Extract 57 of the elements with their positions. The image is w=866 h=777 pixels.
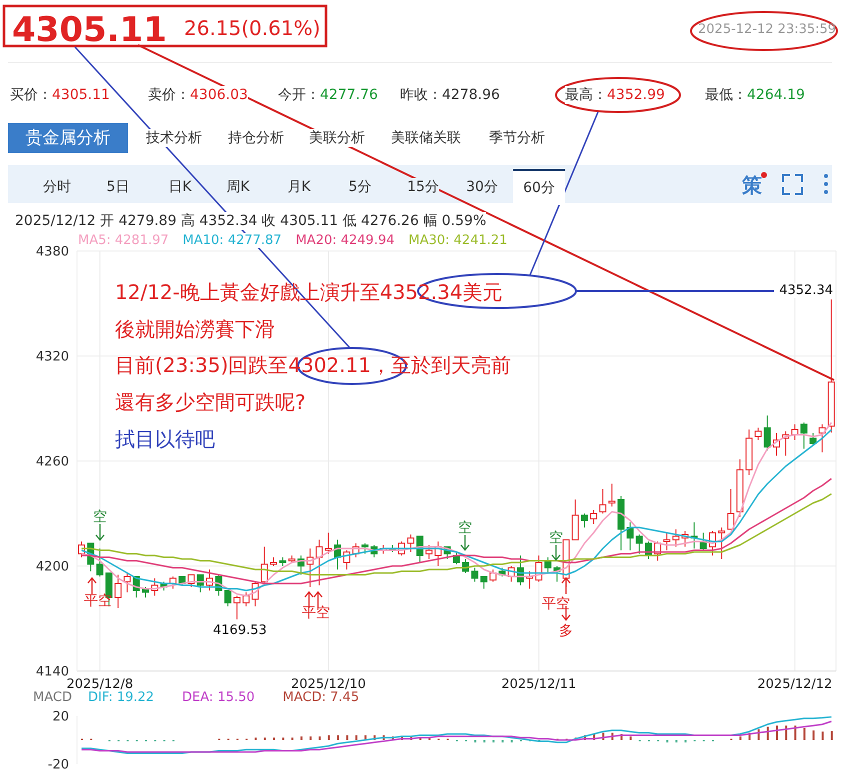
text: 持仓分析 [228,129,284,147]
text: 最低：4264.19 [705,87,805,103]
text: 2025/12/12 开 4279.89 高 4352.34 收 4305.11 低 4276.26 幅 0.59% [15,212,486,230]
x-tick-label: 2025/12/10 [291,677,366,692]
annotation: 後就開始澇賽下滑 [115,316,275,343]
y-tick-label: 4260 [36,454,69,470]
x-tick-label: 2025/12/11 [501,677,576,692]
text: 周K [226,178,250,196]
annotation: 空 [93,508,107,526]
text: 卖价：4306.03 [148,87,248,103]
annotation: 平空 [302,604,330,622]
chart-title: MACD [33,690,72,705]
text: 30分 [466,178,498,196]
text: 2025-12-12 23:35:59 [698,22,836,37]
chart-title: 4305.11 [52,87,110,103]
text: 日K [168,178,192,196]
text: 15分 [407,178,439,196]
text: MA30: 4241.21 [408,233,508,248]
text: DIF: 19.22 [88,690,154,705]
chart-subtitle: 26.15(0.61%) [184,16,320,40]
text: 贵金属分析 [8,123,128,153]
text: 今开：4277.76 [278,87,378,103]
y-tick-label: 4140 [36,664,69,680]
text: 5日 [106,178,130,196]
y-tick-label: 4320 [36,350,69,365]
text: 买价： [10,87,52,103]
text: 月K [287,178,311,196]
y-tick-label: 4380 [36,244,69,260]
text: 分时 [43,178,71,196]
text: MA10: 4277.87 [182,233,282,248]
annotation: 還有多少空間可跌呢? [115,389,306,416]
text: 昨收：4278.96 [400,87,500,103]
y-tick-label: -20 [48,758,69,773]
text: MA20: 4249.94 [296,233,394,248]
annotation: 空 [549,529,563,547]
annotation: 空 [458,519,472,537]
y-tick-label: 4200 [36,560,69,575]
text: 技术分析 [146,129,202,147]
annotation: 拭目以待吧 [115,426,215,453]
text: 策 [742,172,762,199]
text: 5分 [348,178,372,196]
annotation: 4169.53 [213,623,267,638]
text: 最高：4352.99 [565,87,665,103]
text: 美联分析 [309,129,365,147]
text: 美联储关联 [391,129,461,147]
annotation: 平空 [542,595,570,613]
text: MA5: 4281.97 [78,233,169,248]
annotation: 多 [559,622,573,640]
y-tick-label: 20 [52,710,69,725]
text: DEA: 15.50 [182,690,255,705]
chart-title: 4305.11 [12,10,167,50]
x-tick-label: 2025/12/8 [66,677,134,692]
text: 季节分析 [489,129,545,147]
text: 60分 [513,169,565,205]
x-tick-label: 2025/12/12 [757,677,832,692]
annotation: 4352.34 [779,283,833,298]
text: MACD: 7.45 [282,690,360,705]
